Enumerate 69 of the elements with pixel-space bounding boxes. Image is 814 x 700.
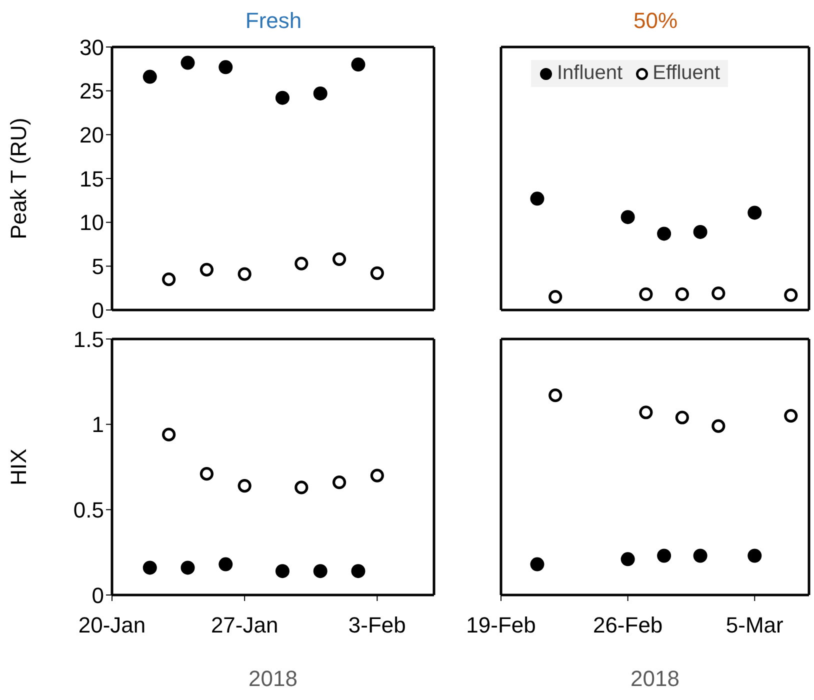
point: [370, 266, 384, 280]
x-axis-title: 2018: [630, 666, 680, 691]
y-tick-label: 0: [92, 582, 104, 608]
point: [693, 548, 708, 563]
y-tick-label: 0.5: [73, 497, 104, 522]
point: [620, 210, 635, 224]
point: [332, 252, 346, 266]
point: [275, 90, 290, 105]
y-tick-label: 15: [80, 166, 104, 192]
point: [712, 419, 726, 433]
legend-label: Influent: [556, 62, 623, 85]
point: [313, 564, 328, 578]
y-tick-label: 20: [80, 122, 104, 148]
point: [351, 58, 366, 72]
x-tick-label: 27-Jan: [210, 612, 278, 638]
chart-title: Fresh: [244, 8, 303, 34]
x-tick-label: 20-Jan: [78, 612, 146, 638]
point: [218, 557, 233, 572]
chart-title: 50%: [632, 8, 679, 34]
point: [275, 564, 290, 578]
point: [657, 548, 672, 563]
point: [639, 406, 653, 420]
x-tick-label: 5-Mar: [726, 612, 784, 638]
y-tick-label: 30: [80, 34, 104, 60]
point: [784, 288, 798, 302]
y-axis-title: HIX: [6, 448, 31, 486]
point: [332, 476, 346, 490]
point: [548, 290, 562, 304]
point: [218, 60, 233, 74]
y-tick-label: 10: [80, 210, 104, 236]
y-tick-label: 1.5: [73, 326, 104, 352]
point: [620, 552, 635, 566]
point: [784, 409, 798, 423]
y-axis-title: Peak T (RU): [6, 118, 31, 240]
point: [162, 272, 176, 286]
point: [294, 256, 308, 270]
point: [639, 287, 653, 302]
y-tick-label: 0: [92, 298, 104, 323]
point: [657, 226, 672, 241]
point: [748, 206, 762, 220]
legend-label: Effluent: [652, 62, 720, 85]
point: [351, 564, 366, 578]
point: [142, 560, 157, 575]
point: [294, 480, 308, 494]
x-tick-label: 26-Feb: [592, 612, 663, 638]
point: [370, 468, 384, 482]
y-tick-label: 1: [92, 412, 104, 438]
point: [180, 56, 195, 70]
point: [238, 478, 252, 493]
x-tick-label: 3-Feb: [348, 612, 406, 638]
point: [675, 287, 689, 302]
x-tick-label: 19-Feb: [466, 612, 536, 638]
point: [200, 467, 214, 481]
point: [548, 388, 562, 402]
point: [693, 224, 708, 239]
y-tick-label: 5: [92, 254, 104, 279]
point: [712, 286, 726, 300]
point: [313, 86, 328, 100]
point: [530, 557, 544, 572]
point: [200, 262, 214, 276]
point: [238, 267, 252, 281]
point: [180, 560, 195, 575]
x-axis-title: 2018: [248, 666, 298, 691]
point: [530, 192, 544, 206]
point: [162, 428, 176, 442]
point: [675, 410, 689, 424]
point: [748, 548, 762, 563]
y-tick-label: 25: [80, 78, 104, 104]
point: [142, 70, 157, 84]
